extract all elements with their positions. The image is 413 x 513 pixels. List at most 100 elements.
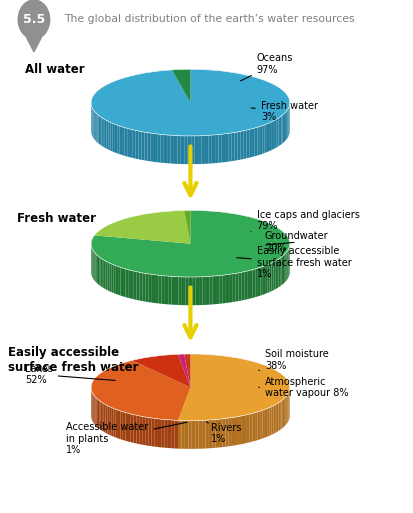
Polygon shape xyxy=(262,125,264,154)
Polygon shape xyxy=(128,413,131,442)
Polygon shape xyxy=(136,272,139,301)
Polygon shape xyxy=(257,411,259,440)
Polygon shape xyxy=(279,116,281,145)
Polygon shape xyxy=(119,126,122,155)
Polygon shape xyxy=(167,420,171,448)
Polygon shape xyxy=(177,135,180,164)
Text: Rivers
1%: Rivers 1% xyxy=(206,422,241,444)
Polygon shape xyxy=(259,126,262,155)
Polygon shape xyxy=(237,416,240,445)
Text: Atmospheric
water vapour 8%: Atmospheric water vapour 8% xyxy=(258,377,348,398)
Polygon shape xyxy=(260,267,262,295)
Polygon shape xyxy=(249,413,252,442)
Polygon shape xyxy=(273,261,275,290)
Polygon shape xyxy=(95,112,96,142)
Polygon shape xyxy=(202,277,205,305)
Polygon shape xyxy=(241,272,244,301)
Polygon shape xyxy=(123,412,125,441)
Polygon shape xyxy=(115,409,118,438)
Polygon shape xyxy=(264,124,266,153)
Polygon shape xyxy=(93,394,94,423)
Polygon shape xyxy=(215,134,218,163)
Polygon shape xyxy=(254,412,257,441)
Text: Fresh water
3%: Fresh water 3% xyxy=(251,101,317,122)
Polygon shape xyxy=(268,122,271,151)
Polygon shape xyxy=(94,111,95,141)
Polygon shape xyxy=(247,270,249,299)
Polygon shape xyxy=(274,119,276,148)
Polygon shape xyxy=(276,403,278,432)
Polygon shape xyxy=(139,416,142,445)
Text: Easily accessible
surface fresh water: Easily accessible surface fresh water xyxy=(8,346,138,374)
Polygon shape xyxy=(259,410,262,439)
Polygon shape xyxy=(91,69,289,136)
Polygon shape xyxy=(184,210,190,244)
Polygon shape xyxy=(109,406,111,436)
Polygon shape xyxy=(240,416,243,444)
Text: The global distribution of the earth’s water resources: The global distribution of the earth’s w… xyxy=(64,14,354,25)
Polygon shape xyxy=(122,127,124,156)
Polygon shape xyxy=(185,277,188,305)
Polygon shape xyxy=(191,421,195,449)
Polygon shape xyxy=(254,127,257,156)
Polygon shape xyxy=(178,420,181,449)
Polygon shape xyxy=(199,277,202,305)
Text: All water: All water xyxy=(25,63,84,76)
Polygon shape xyxy=(104,404,105,433)
Polygon shape xyxy=(212,276,216,304)
Polygon shape xyxy=(240,131,243,160)
Polygon shape xyxy=(278,117,279,146)
Polygon shape xyxy=(218,134,221,163)
Polygon shape xyxy=(113,265,116,294)
Polygon shape xyxy=(135,130,138,159)
Polygon shape xyxy=(185,421,188,449)
Polygon shape xyxy=(95,397,97,427)
Polygon shape xyxy=(208,135,211,164)
Polygon shape xyxy=(107,262,109,291)
Polygon shape xyxy=(26,37,41,52)
Polygon shape xyxy=(187,136,191,164)
Polygon shape xyxy=(246,129,249,159)
Polygon shape xyxy=(103,119,104,148)
Polygon shape xyxy=(148,274,152,303)
Polygon shape xyxy=(191,136,194,164)
Polygon shape xyxy=(152,274,155,303)
Polygon shape xyxy=(252,269,255,298)
Polygon shape xyxy=(109,263,111,292)
Polygon shape xyxy=(107,121,108,150)
Polygon shape xyxy=(221,134,225,163)
Polygon shape xyxy=(235,273,238,302)
Polygon shape xyxy=(269,407,271,436)
Polygon shape xyxy=(155,275,158,304)
Polygon shape xyxy=(105,405,107,434)
Polygon shape xyxy=(92,393,93,422)
Polygon shape xyxy=(218,419,222,447)
Polygon shape xyxy=(281,115,282,144)
Polygon shape xyxy=(118,410,120,439)
Polygon shape xyxy=(264,265,267,294)
Polygon shape xyxy=(154,419,157,447)
Polygon shape xyxy=(92,249,93,279)
Polygon shape xyxy=(107,406,109,435)
Polygon shape xyxy=(171,277,175,305)
Polygon shape xyxy=(234,132,237,161)
Polygon shape xyxy=(175,277,178,305)
Polygon shape xyxy=(215,419,218,448)
Polygon shape xyxy=(286,109,287,139)
Polygon shape xyxy=(283,253,285,283)
Polygon shape xyxy=(147,133,150,162)
Polygon shape xyxy=(141,132,144,161)
Polygon shape xyxy=(104,260,105,289)
Polygon shape xyxy=(138,131,141,160)
Polygon shape xyxy=(225,418,228,447)
Polygon shape xyxy=(194,136,197,164)
Circle shape xyxy=(18,0,50,39)
Polygon shape xyxy=(282,114,283,143)
Polygon shape xyxy=(201,135,204,164)
Polygon shape xyxy=(255,268,257,297)
Polygon shape xyxy=(188,421,191,449)
Polygon shape xyxy=(93,250,94,280)
Polygon shape xyxy=(285,110,286,140)
Polygon shape xyxy=(148,418,151,446)
Polygon shape xyxy=(167,135,170,164)
